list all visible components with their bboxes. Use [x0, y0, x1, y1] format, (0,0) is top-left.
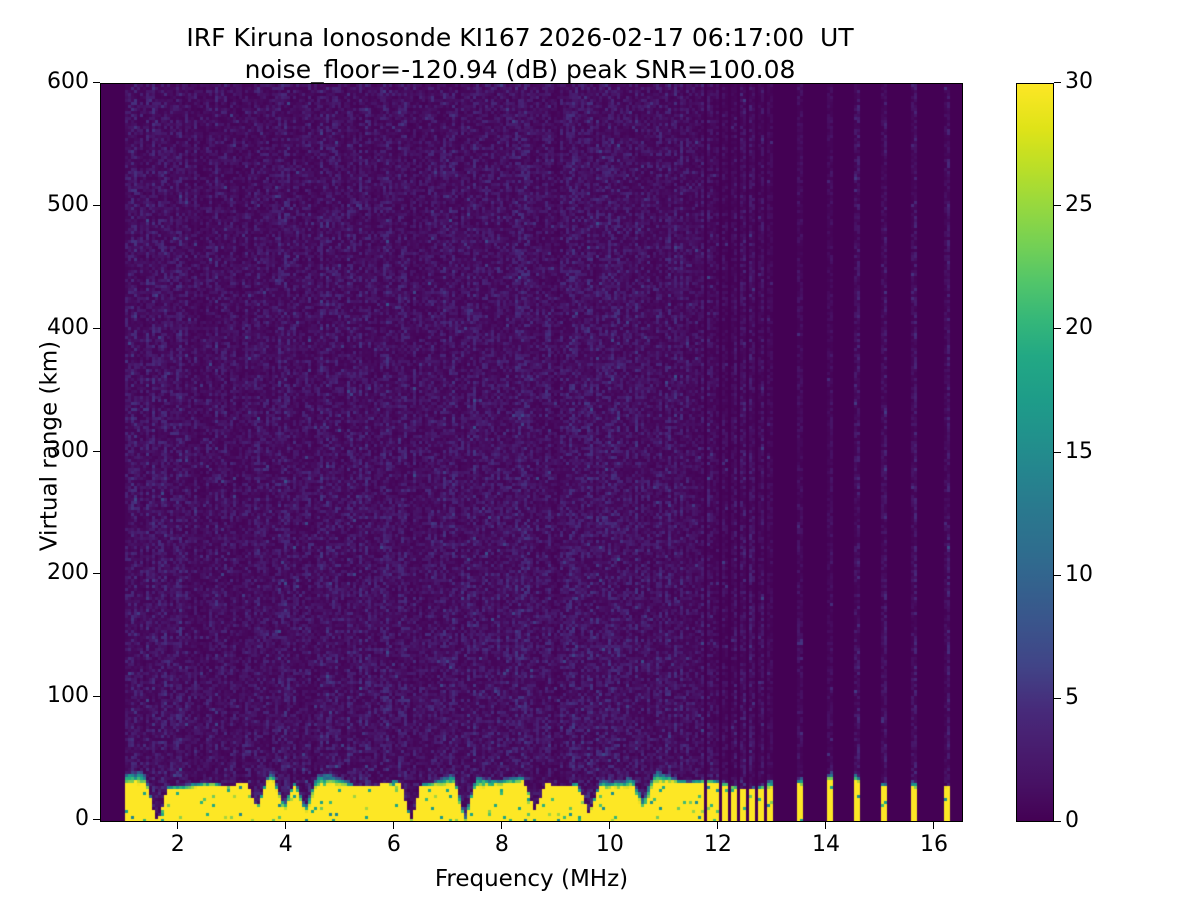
- x-tick-mark: [717, 822, 719, 829]
- colorbar-tick-mark: [1054, 205, 1061, 207]
- y-tick-mark: [93, 450, 100, 452]
- x-tick-label: 6: [386, 832, 401, 857]
- colorbar-tick-mark: [1054, 82, 1061, 83]
- y-tick-label: 400: [47, 314, 89, 340]
- x-tick-label: 4: [278, 832, 293, 857]
- y-tick-mark: [93, 204, 100, 206]
- x-axis: 2 4 6 8 10 12 14 16 Frequency (MHz): [100, 822, 963, 900]
- ionogram-plot-area: [100, 83, 963, 822]
- colorbar-tick-mark: [1054, 451, 1061, 453]
- y-tick-label: 500: [47, 191, 89, 217]
- y-tick-mark: [93, 696, 100, 698]
- x-tick-mark: [501, 822, 503, 829]
- colorbar: 0 5 10 15 20 25 30: [1016, 69, 1093, 833]
- x-tick-mark: [285, 822, 286, 829]
- colorbar-tick-mark: [1054, 574, 1061, 576]
- y-tick-mark: [93, 573, 100, 575]
- colorbar-tick-label: 0: [1065, 808, 1079, 833]
- x-tick-label: 12: [703, 832, 732, 857]
- colorbar-tick-label: 30: [1065, 69, 1093, 94]
- x-tick-label: 14: [811, 832, 840, 857]
- y-tick-label: 200: [47, 560, 89, 586]
- x-tick-label: 2: [170, 832, 185, 857]
- x-tick-mark: [933, 822, 935, 829]
- y-tick-mark: [93, 327, 100, 329]
- colorbar-gradient: [1016, 83, 1054, 822]
- y-tick-label: 0: [75, 806, 89, 831]
- y-axis-label: Virtual range (km): [36, 340, 63, 552]
- colorbar-tick-mark: [1054, 328, 1061, 330]
- x-tick-mark: [825, 822, 827, 829]
- figure-title: IRF Kiruna Ionosonde KI167 2026-02-17 06…: [0, 22, 1040, 86]
- colorbar-tick-label: 25: [1065, 192, 1093, 218]
- y-axis: 0 100 200 300 400 500 600 Virtual range (km): [0, 69, 100, 831]
- colorbar-tick-mark: [1054, 697, 1061, 699]
- x-tick-mark: [176, 822, 178, 829]
- y-tick-label: 300: [47, 437, 89, 463]
- colorbar-tick-label: 20: [1065, 315, 1093, 341]
- title-line-1: IRF Kiruna Ionosonde KI167 2026-02-17 06…: [186, 23, 854, 52]
- colorbar-tick-label: 5: [1065, 684, 1079, 710]
- title-line-2: noise_floor=-120.94 (dB) peak SNR=100.08: [244, 55, 796, 84]
- x-tick-label: 10: [595, 832, 624, 857]
- y-tick-label: 600: [47, 69, 89, 94]
- y-tick-label: 100: [47, 683, 89, 709]
- ionogram-heatmap: [101, 84, 962, 821]
- colorbar-tick-label: 15: [1065, 438, 1093, 464]
- y-tick-mark: [93, 819, 100, 820]
- x-tick-label: 8: [494, 832, 509, 857]
- colorbar-tick-label: 10: [1065, 561, 1093, 587]
- x-tick-label: 16: [919, 832, 948, 857]
- x-axis-label: Frequency (MHz): [434, 866, 629, 892]
- y-tick-mark: [93, 82, 100, 83]
- colorbar-tick-mark: [1054, 821, 1061, 822]
- x-tick-mark: [393, 822, 395, 829]
- x-tick-mark: [609, 822, 611, 829]
